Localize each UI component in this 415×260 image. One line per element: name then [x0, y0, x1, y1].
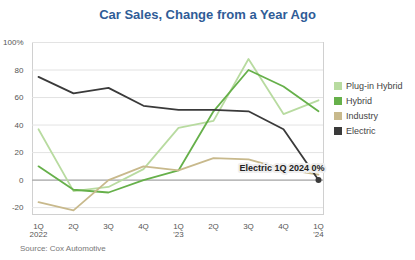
html-text:Car Sales, Change from a Year: Car Sales, Change from a Year Ago — [99, 7, 316, 22]
svg-text:80: 80 — [15, 66, 24, 75]
svg-text:4Q: 4Q — [138, 222, 149, 231]
svg-text:0: 0 — [19, 176, 24, 185]
html-text:Hybrid: Hybrid — [346, 95, 372, 106]
svg-text:3Q: 3Q — [103, 222, 114, 231]
html-text:Source: Cox Automotive: Source: Cox Automotive — [20, 244, 106, 253]
svg-text:4Q: 4Q — [278, 222, 289, 231]
html-text:Plug-in Hybrid: Plug-in Hybrid — [346, 80, 403, 91]
svg-text:-20: -20 — [12, 203, 24, 212]
svg-text:3Q: 3Q — [243, 222, 254, 231]
svg-text:2Q: 2Q — [68, 222, 79, 231]
svg-text:100%: 100% — [3, 38, 23, 47]
html-text:Industry: Industry — [346, 110, 378, 121]
svg-text:1Q'24: 1Q'24 — [313, 222, 324, 239]
svg-text:2Q: 2Q — [208, 222, 219, 231]
svg-text:1Q2022: 1Q2022 — [30, 222, 48, 239]
svg-text:20: 20 — [15, 148, 24, 157]
svg-text:40: 40 — [15, 121, 24, 130]
svg-text:Electric 1Q 2024 0%: Electric 1Q 2024 0% — [239, 163, 324, 173]
svg-text:60: 60 — [15, 93, 24, 102]
html-text:Electric: Electric — [346, 125, 376, 136]
svg-text:1Q'23: 1Q'23 — [173, 222, 184, 239]
